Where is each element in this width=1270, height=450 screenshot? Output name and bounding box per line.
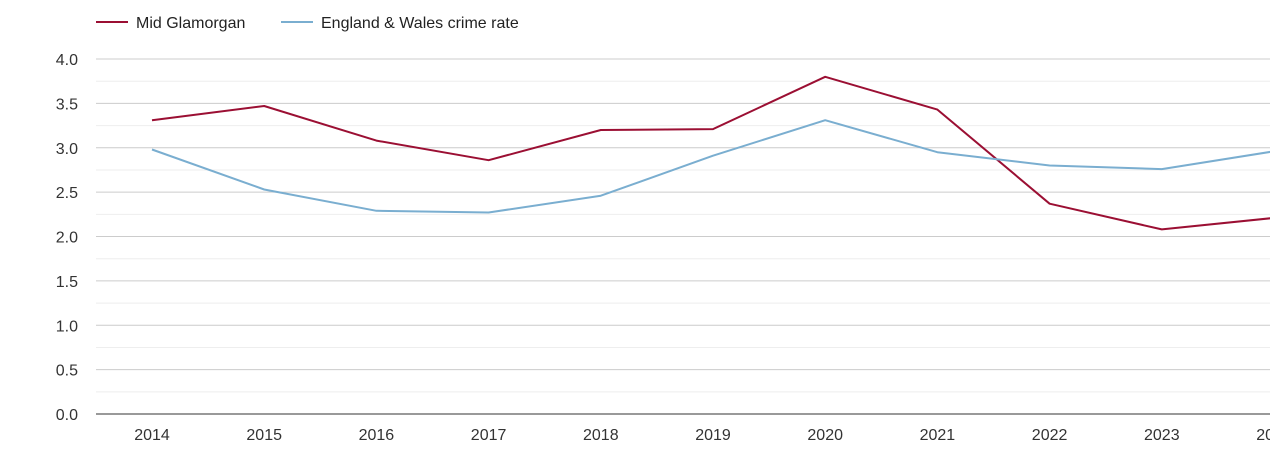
legend-label: England & Wales crime rate	[321, 15, 519, 32]
y-tick-label: 1.5	[56, 274, 78, 291]
y-tick-label: 2.0	[56, 230, 78, 247]
x-axis: 2014 2015 2016 2017 2018 2019 2020 2021 2022 2023…	[134, 427, 1270, 444]
y-tick-label: 4.0	[56, 52, 78, 69]
x-tick-label: 2023	[1144, 427, 1180, 444]
series-lines	[151, 75, 1270, 231]
legend-item-series-1[interactable]: England & Wales crime rate	[281, 15, 519, 32]
x-tick-label: 2016	[359, 427, 395, 444]
gridlines	[96, 58, 1270, 415]
x-tick-label: 2017	[471, 427, 507, 444]
y-tick-label: 3.0	[56, 141, 78, 158]
y-axis: 0.0 0.5 1.0 1.5 2.0 2.5 3.0 3.5 4.0	[56, 52, 78, 424]
x-tick-label: 2021	[920, 427, 956, 444]
x-tick-label: 2020	[807, 427, 843, 444]
x-tick-label: 2018	[583, 427, 619, 444]
legend: Mid Glamorgan England & Wales crime rate	[96, 15, 519, 32]
y-tick-label: 2.5	[56, 185, 78, 202]
x-tick-label: 2022	[1032, 427, 1068, 444]
legend-label: Mid Glamorgan	[136, 15, 245, 32]
legend-item-series-0[interactable]: Mid Glamorgan	[96, 15, 245, 32]
y-tick-label: 1.0	[56, 318, 78, 335]
x-tick-label: 2015	[246, 427, 282, 444]
y-tick-label: 3.5	[56, 96, 78, 113]
x-tick-label: 2024	[1256, 427, 1270, 444]
y-tick-label: 0.0	[56, 407, 78, 424]
series-line-1[interactable]	[151, 119, 1270, 214]
y-tick-label: 0.5	[56, 363, 78, 380]
x-tick-label: 2014	[134, 427, 170, 444]
x-tick-label: 2019	[695, 427, 731, 444]
series-line-0[interactable]	[151, 75, 1270, 231]
